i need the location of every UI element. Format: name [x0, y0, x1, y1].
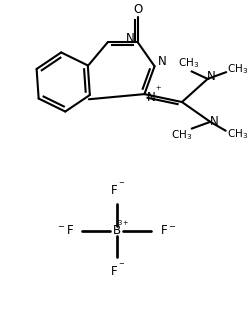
Text: N: N	[207, 70, 216, 83]
Text: F: F	[111, 184, 118, 197]
Text: CH$_3$: CH$_3$	[171, 129, 192, 142]
Text: N: N	[126, 32, 135, 44]
Text: $^-$F: $^-$F	[56, 224, 74, 237]
Text: $^-$: $^-$	[117, 261, 126, 271]
Text: F$^-$: F$^-$	[160, 224, 176, 237]
Text: B: B	[112, 224, 120, 237]
Text: CH$_3$: CH$_3$	[227, 127, 248, 141]
Text: N: N	[158, 55, 167, 68]
Text: N: N	[210, 115, 218, 128]
Text: O: O	[133, 3, 142, 16]
Text: N: N	[147, 90, 156, 104]
Text: $^+$: $^+$	[154, 85, 162, 95]
Text: CH$_3$: CH$_3$	[228, 62, 249, 76]
Text: $^-$: $^-$	[117, 180, 126, 190]
Text: F: F	[111, 264, 118, 278]
Text: CH$_3$: CH$_3$	[178, 57, 199, 70]
Text: $^{3+}$: $^{3+}$	[117, 221, 130, 231]
